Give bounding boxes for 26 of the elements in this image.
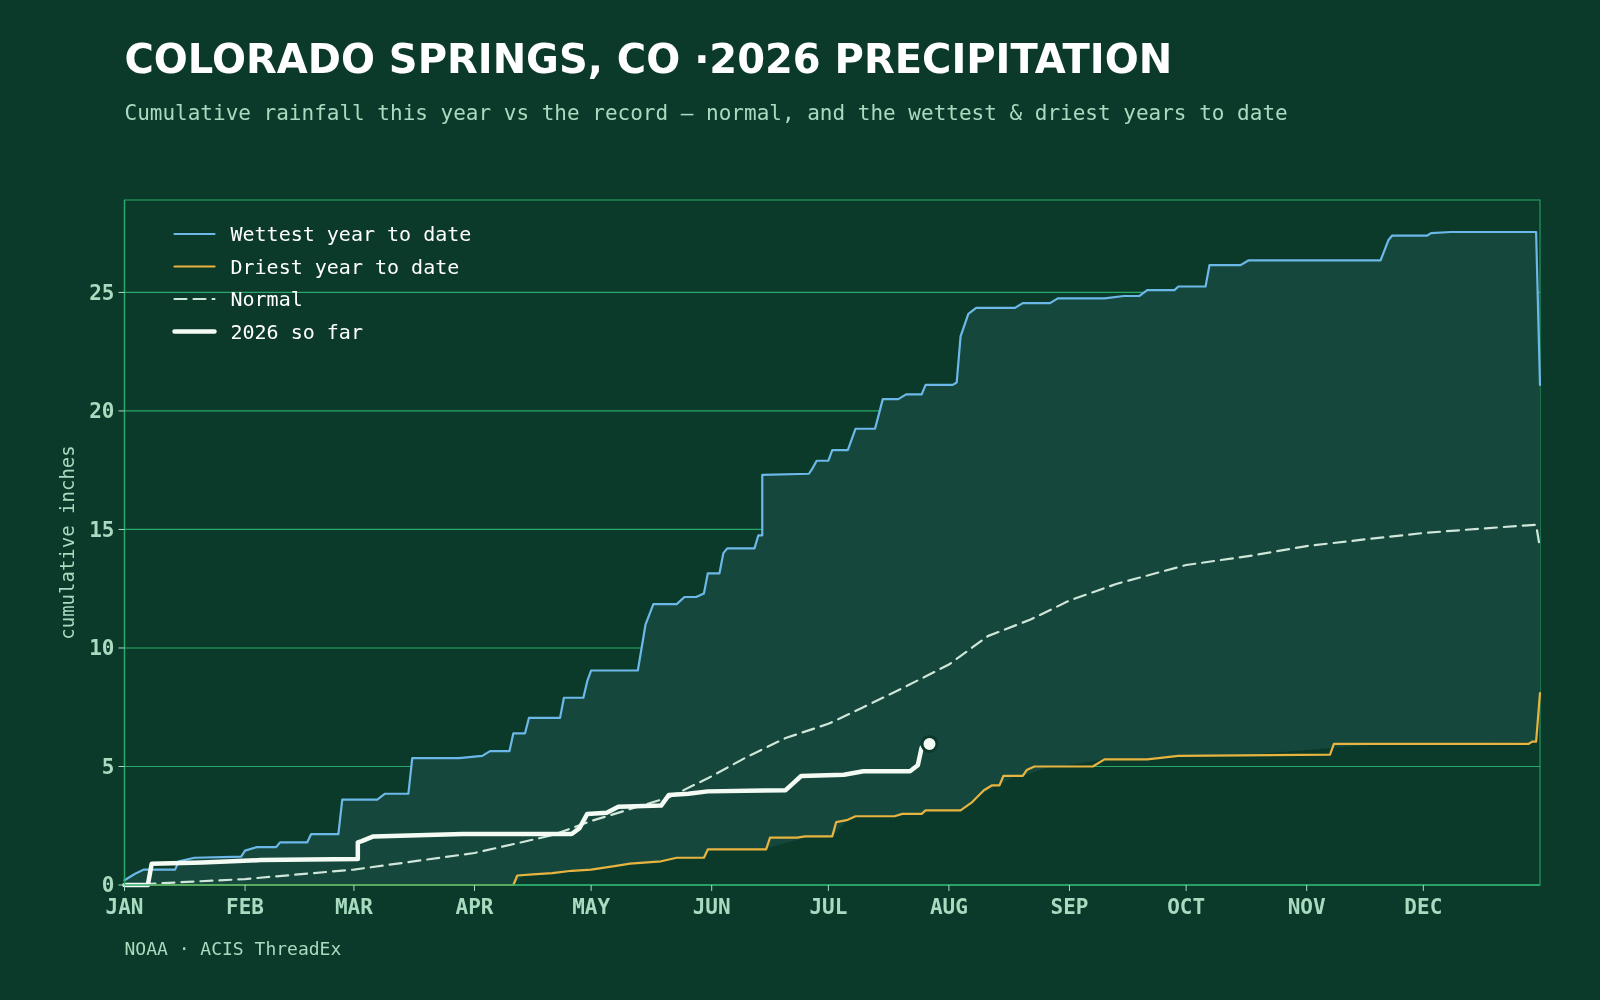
- x-tick-label: JAN: [105, 895, 144, 919]
- chart-title: COLORADO SPRINGS, CO ·2026 PRECIPITATION: [124, 36, 1173, 82]
- x-tick-label: APR: [455, 895, 494, 919]
- x-tick-label: SEP: [1050, 895, 1089, 919]
- text: NOAA · ACIS ThreadEx: [124, 938, 342, 959]
- x-tick-label: OCT: [1167, 895, 1206, 919]
- legend-label: 2026 so far: [230, 319, 363, 344]
- x-tick-label: NOV: [1287, 895, 1326, 919]
- y-tick-label: 10: [89, 636, 115, 661]
- x-tick-label: FEB: [226, 895, 265, 919]
- legend-label: Wettest year to date: [230, 222, 472, 246]
- x-tick-label: DEC: [1404, 895, 1443, 919]
- legend-label: Driest year to date: [230, 254, 460, 279]
- chart-subtitle: Cumulative rainfall this year vs the record — normal, and the wettest & driest years to date: [124, 101, 1288, 125]
- x-tick-label: JUL: [809, 895, 848, 919]
- y-tick-label: 0: [101, 873, 115, 898]
- legend-label: Normal: [230, 287, 303, 311]
- y-tick-label: 25: [89, 280, 115, 305]
- y-tick-label: 20: [89, 399, 115, 424]
- y-tick-label: 5: [101, 754, 115, 779]
- y-tick-label: 15: [89, 517, 115, 542]
- x-tick-label: JUN: [692, 895, 731, 919]
- x-tick-label: MAR: [334, 895, 374, 919]
- y-axis-title: cumulative inches: [56, 445, 78, 640]
- x-tick-label: MAY: [572, 895, 611, 919]
- x-tick-label: AUG: [929, 895, 968, 919]
